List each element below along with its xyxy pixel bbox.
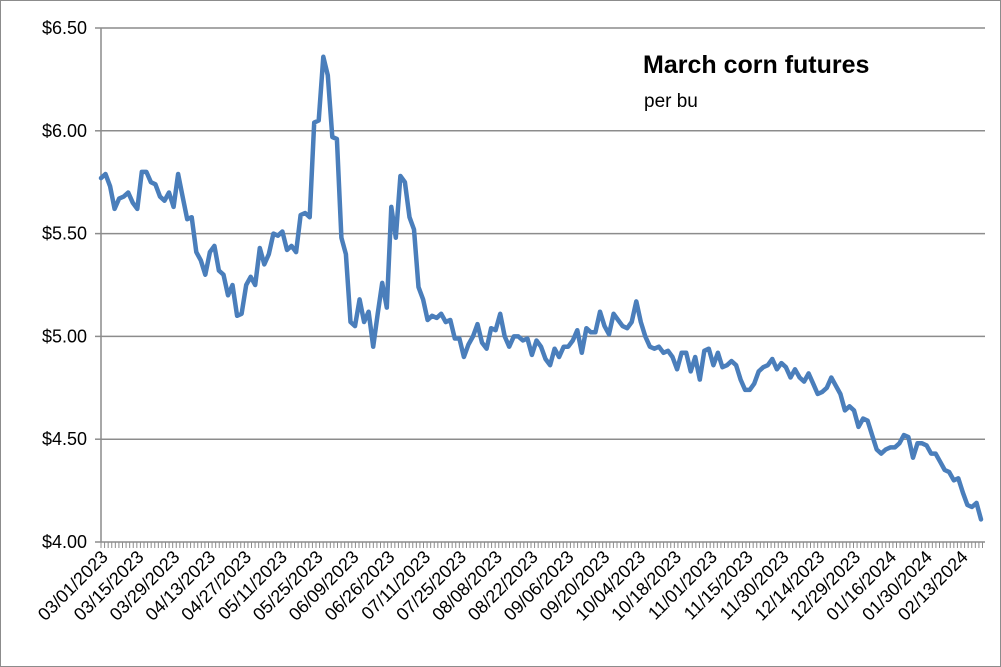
y-tick-labels: $4.00 $4.50 $5.00 $5.50 $6.00 $6.50 <box>42 18 87 552</box>
series-line <box>98 54 984 522</box>
x-tick-labels: 03/01/202303/15/202303/29/202304/13/2023… <box>34 547 972 625</box>
y-tick-label: $4.50 <box>42 429 87 449</box>
y-tick-label: $6.50 <box>42 18 87 38</box>
y-tick-label: $4.00 <box>42 532 87 552</box>
chart-subtitle: per bu <box>644 91 698 112</box>
axes <box>95 27 985 548</box>
y-tick-label: $5.00 <box>42 326 87 346</box>
y-tick-label: $5.50 <box>42 224 87 244</box>
gridlines <box>101 27 985 440</box>
y-tick-label: $6.00 <box>42 121 87 141</box>
chart-title: March corn futures <box>643 51 869 79</box>
